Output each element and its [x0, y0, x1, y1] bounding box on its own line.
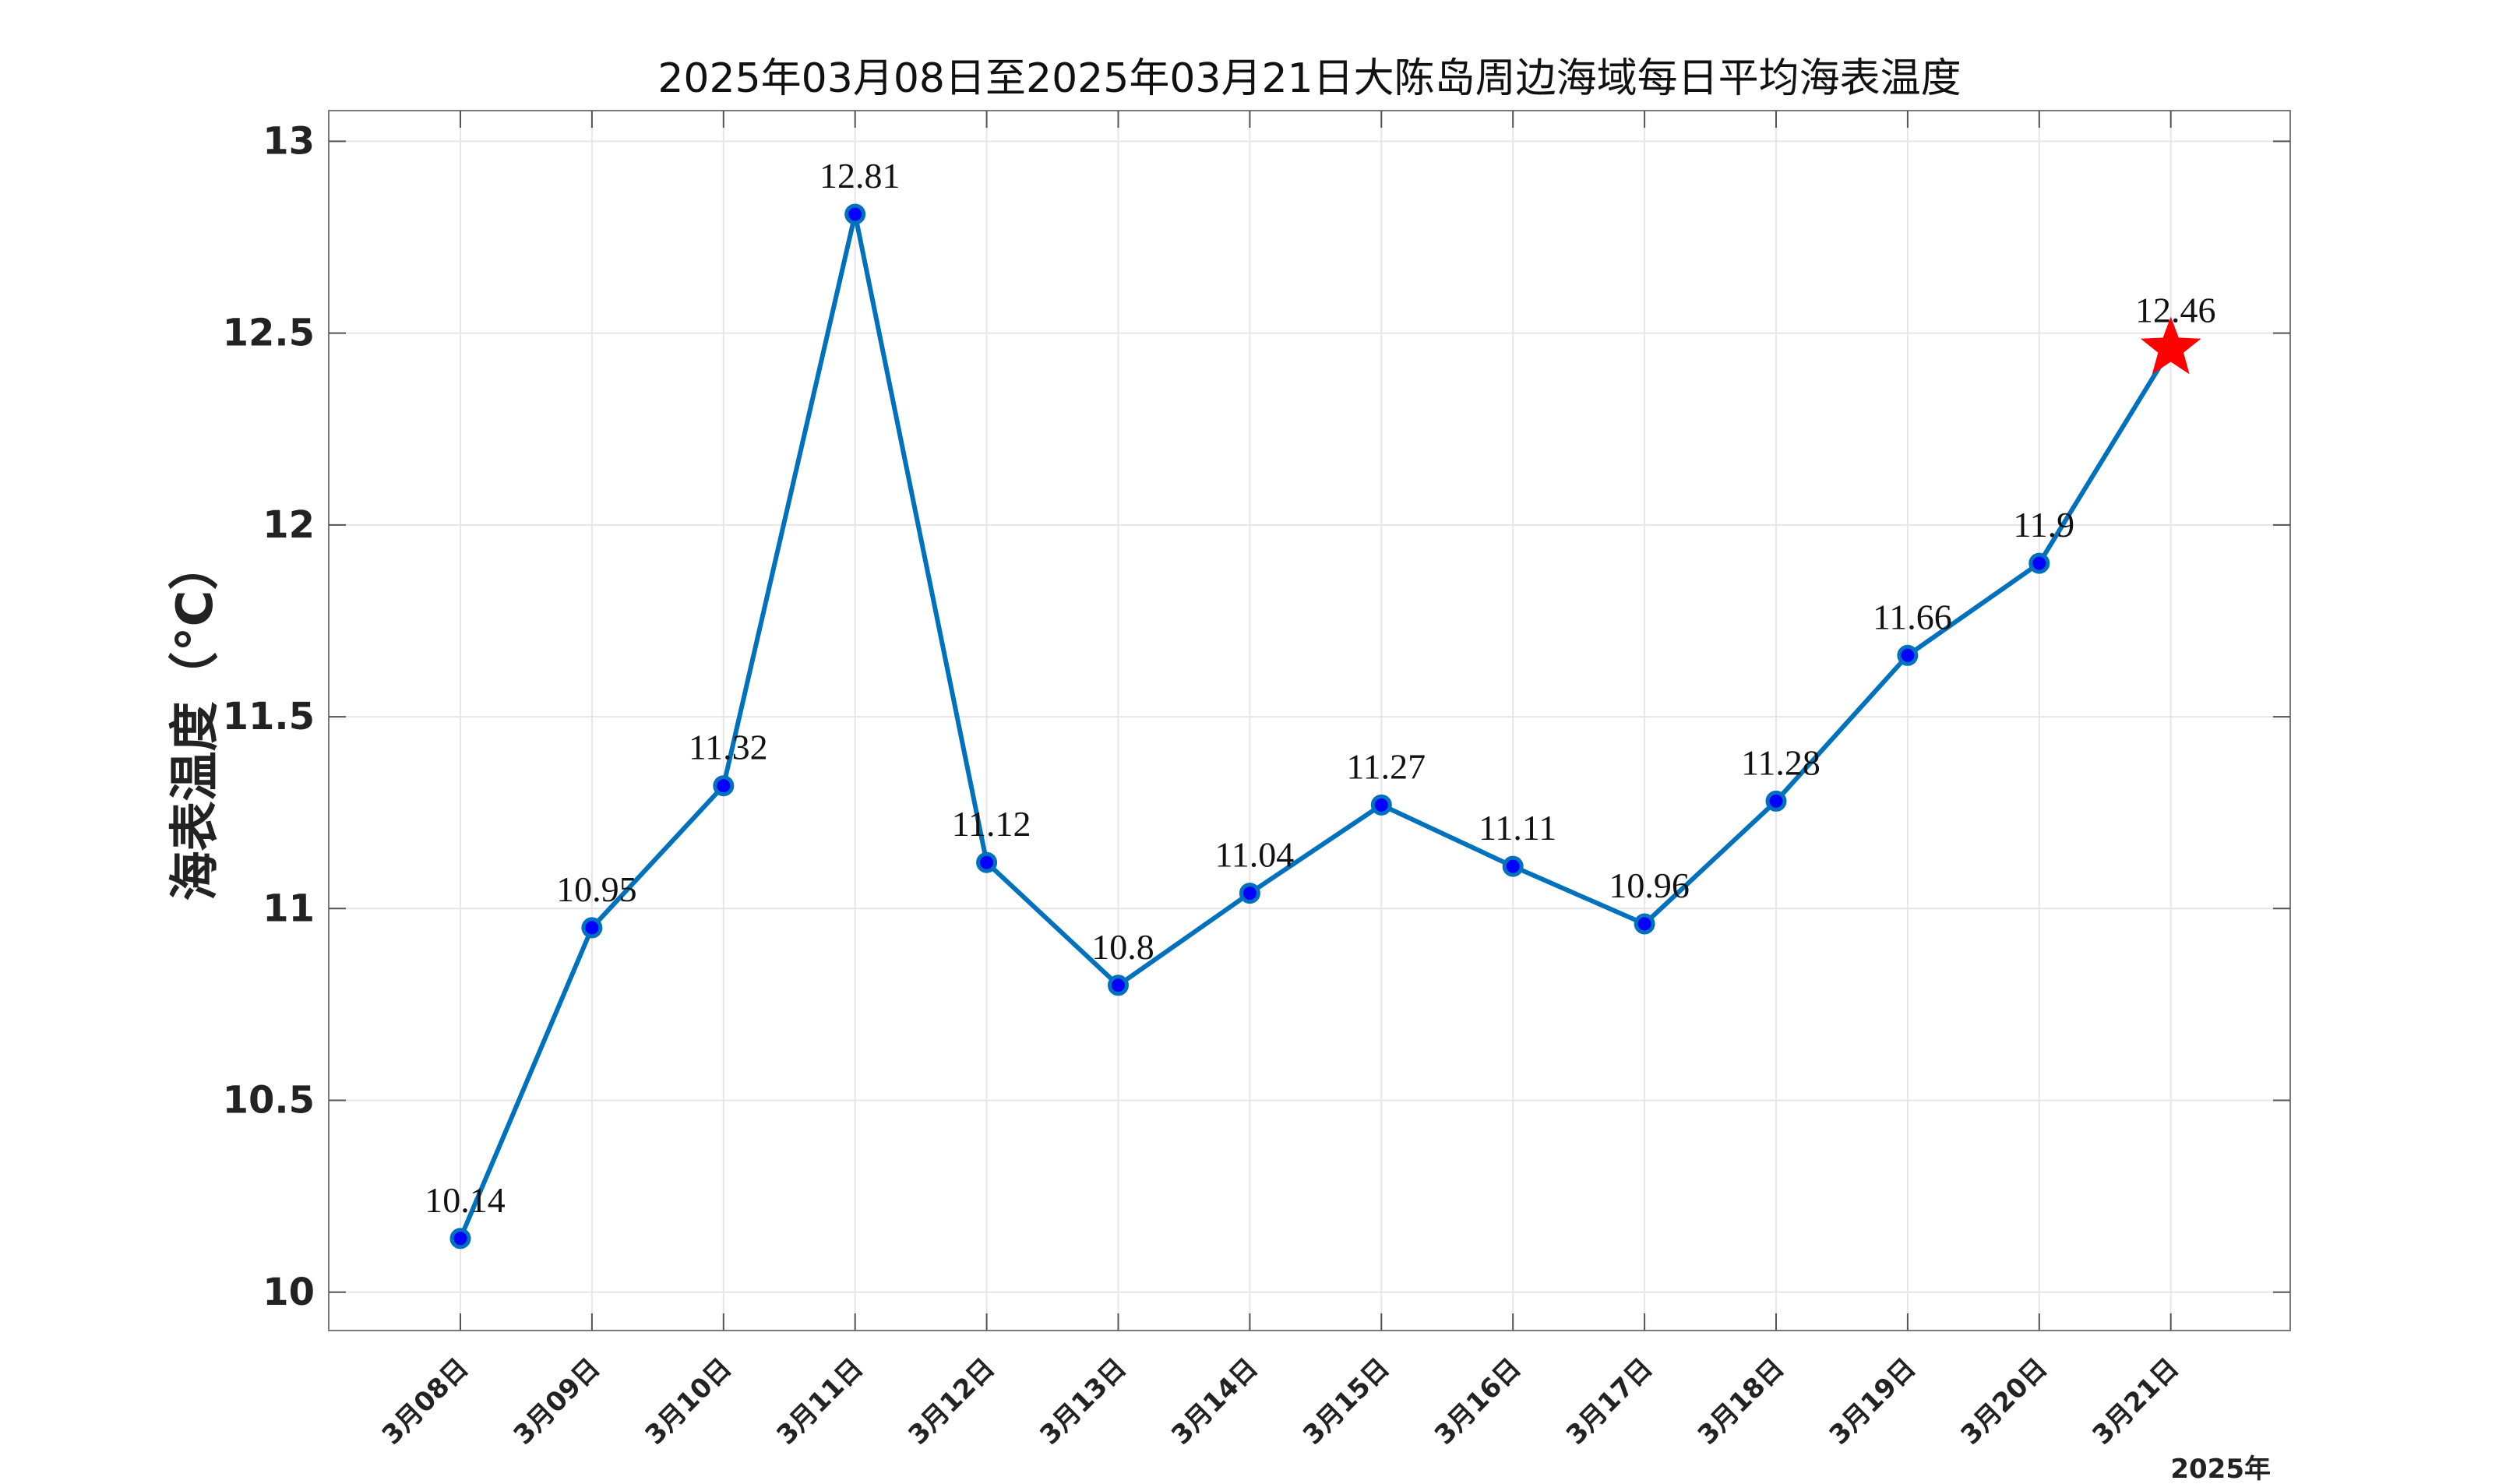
y-tick-label: 11.5	[223, 695, 315, 738]
data-point	[1239, 883, 1260, 904]
y-tick-label: 12	[263, 503, 315, 547]
data-label: 12.46	[2135, 290, 2216, 330]
x-tick-label: 3月16日	[1429, 1352, 1528, 1451]
data-point	[581, 917, 603, 939]
x-tick-label: 3月21日	[2087, 1352, 2186, 1451]
data-point	[1108, 975, 1129, 996]
data-label: 12.81	[819, 156, 901, 196]
x-tick-label: 3月13日	[1034, 1352, 1133, 1451]
data-label: 11.04	[1215, 835, 1295, 875]
series-temperature	[449, 203, 2201, 1250]
data-label: 11.66	[1873, 597, 1952, 636]
x-tick-label: 3月20日	[1955, 1352, 2054, 1451]
data-point	[1502, 855, 1524, 877]
x-tick-label: 3月18日	[1692, 1352, 1791, 1451]
data-point	[449, 1228, 471, 1250]
x-tick-label: 3月19日	[1824, 1352, 1923, 1451]
x-tick-label: 3月09日	[508, 1352, 607, 1451]
y-tick-label: 10	[263, 1271, 315, 1314]
data-point	[1897, 644, 1919, 666]
data-label: 11.32	[689, 728, 768, 767]
data-point	[1370, 794, 1392, 816]
axis-ticks: 10 10.5 11 11.5 12 12.5 13 3月08日 3月09日 3月10日 3月11日…	[223, 111, 2290, 1451]
x-tick-label: 3月08日	[376, 1352, 475, 1451]
data-label: 10.96	[1609, 865, 1690, 905]
y-tick-label: 12.5	[223, 312, 315, 355]
data-label: 11.12	[952, 804, 1031, 844]
data-label: 10.8	[1091, 927, 1154, 967]
x-tick-label: 3月17日	[1560, 1352, 1659, 1451]
y-tick-label: 10.5	[223, 1079, 315, 1123]
data-labels: 10.14 10.95 11.32 12.81 11.12 10.8 11.04 11.27 1…	[425, 156, 2215, 1220]
x-tick-label: 3月14日	[1165, 1352, 1264, 1451]
data-label: 10.95	[556, 869, 637, 909]
data-point-star	[2140, 316, 2201, 375]
x-tick-label: 3月11日	[771, 1352, 870, 1451]
series-line	[458, 211, 2173, 1239]
data-point	[713, 775, 735, 797]
y-tick-label: 13	[263, 119, 315, 163]
x-tick-label: 3月15日	[1297, 1352, 1396, 1451]
data-point	[1765, 790, 1787, 812]
grid	[329, 111, 2290, 1331]
data-point	[1634, 913, 1655, 935]
y-tick-label: 11	[263, 887, 315, 930]
data-label: 11.28	[1741, 742, 1820, 782]
data-label: 11.9	[2013, 505, 2074, 545]
data-point	[2028, 552, 2050, 574]
data-point	[844, 203, 866, 225]
x-axis-year-label: 2025年	[2170, 1454, 2271, 1481]
data-label: 11.11	[1479, 808, 1556, 848]
data-label: 11.27	[1346, 746, 1426, 786]
x-tick-label: 3月10日	[640, 1352, 738, 1451]
plot-frame	[328, 110, 2291, 1331]
chart-title: 2025年03月08日至2025年03月21日大陈岛周边海域每日平均海表温度	[657, 55, 1961, 102]
y-axis-label: 海表温度（°C）	[167, 541, 224, 901]
data-point	[976, 851, 998, 873]
x-tick-label: 3月12日	[902, 1352, 1001, 1451]
data-label: 10.14	[425, 1180, 506, 1220]
